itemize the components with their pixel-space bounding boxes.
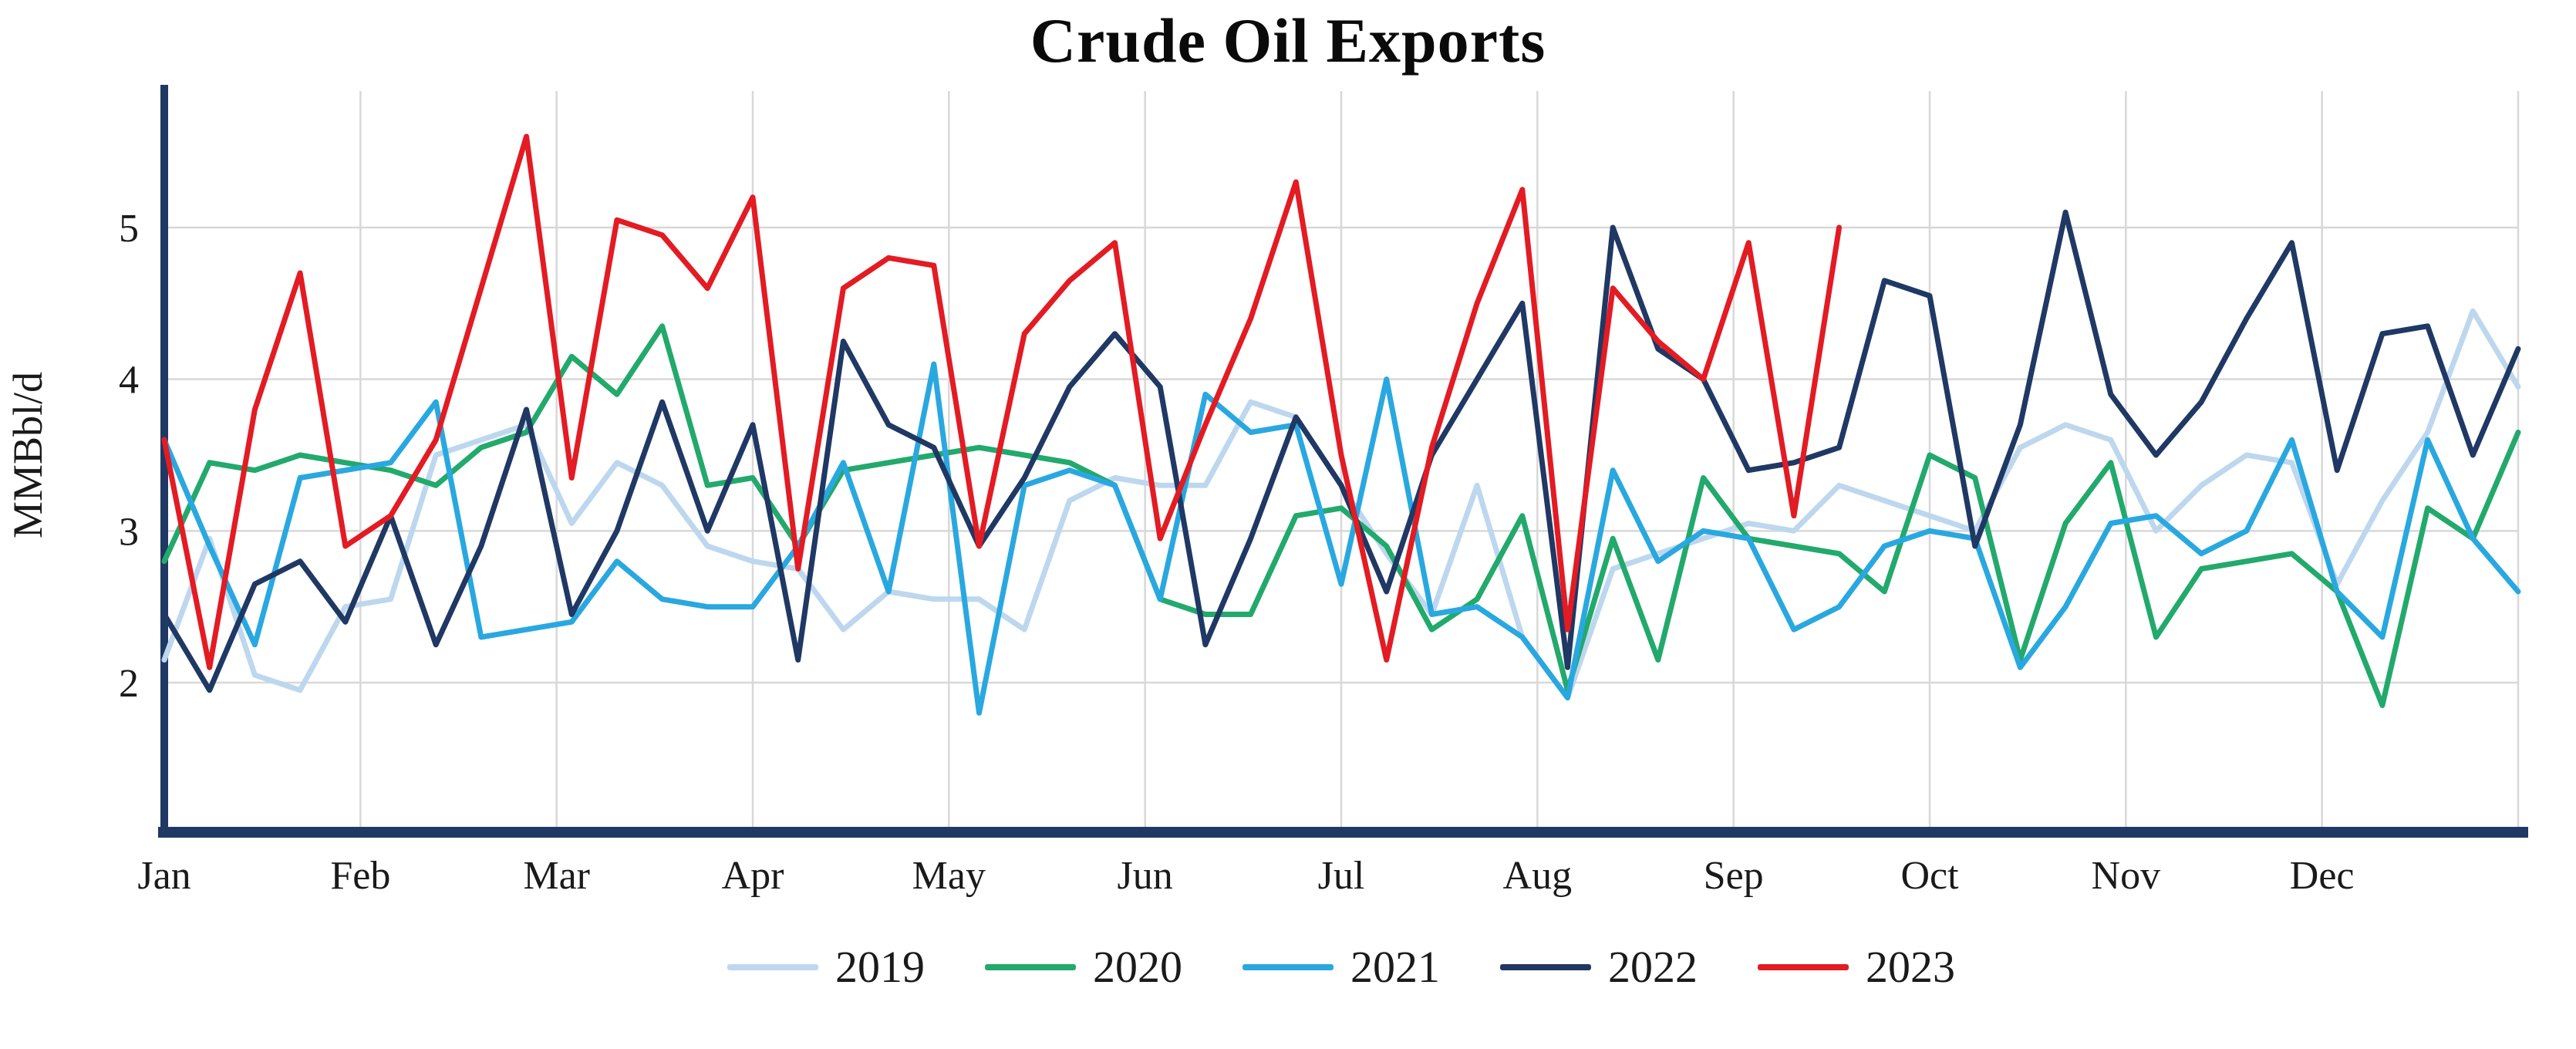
legend-label-2021: 2021: [1350, 942, 1440, 993]
legend-label-2023: 2023: [1866, 942, 1955, 993]
x-tick-label: Jun: [1118, 854, 1173, 898]
series-line-2022: [161, 210, 2521, 693]
y-tick-label: 3: [119, 511, 139, 555]
series-line-2023: [161, 133, 1843, 671]
y-tick-label: 2: [119, 662, 139, 706]
legend-item-2020: 2020: [985, 941, 1182, 993]
chart-title: Crude Oil Exports: [1030, 5, 1546, 76]
legend-item-2019: 2019: [727, 941, 925, 993]
legend-swatch-2019: [727, 963, 818, 970]
chart-legend: 2019 2020 2021 2022 2023: [164, 941, 2518, 993]
legend-swatch-2022: [1500, 963, 1591, 970]
legend-swatch-2023: [1758, 963, 1849, 970]
x-tick-label: Mar: [523, 854, 590, 898]
x-tick-label: Dec: [2290, 854, 2355, 898]
legend-item-2021: 2021: [1242, 941, 1440, 993]
x-tick-label: Sep: [1704, 854, 1764, 898]
y-tick-label: 5: [119, 207, 139, 251]
y-axis-title: MMBbl/d: [5, 372, 51, 538]
x-tick-label: May: [912, 854, 986, 898]
legend-label-2022: 2022: [1608, 942, 1698, 993]
legend-item-2022: 2022: [1500, 941, 1698, 993]
x-tick-label: Jul: [1318, 854, 1365, 898]
series-line-2021: [161, 361, 2521, 717]
x-tick-label: Apr: [722, 854, 784, 898]
legend-label-2020: 2020: [1093, 942, 1182, 993]
line-chart: 2 3 4 5 Jan Feb Mar Apr May Jun Jul Aug Sep Oct Nov Dec…: [5, 85, 2528, 898]
y-tick-label: 4: [119, 359, 139, 403]
legend-swatch-2021: [1242, 963, 1334, 970]
x-tick-label: Aug: [1503, 854, 1573, 898]
x-tick-label: Nov: [2092, 854, 2161, 898]
chart-page: Crude Oil Exports 2 3 4 5 Jan Feb Mar Apr May Jun…: [0, 5, 2576, 1049]
x-tick-label: Feb: [330, 854, 390, 898]
legend-item-2023: 2023: [1758, 941, 1955, 993]
legend-label-2019: 2019: [835, 942, 925, 993]
legend-swatch-2020: [985, 963, 1076, 970]
x-tick-label: Oct: [1900, 854, 1959, 898]
x-tick-label: Jan: [137, 854, 191, 898]
